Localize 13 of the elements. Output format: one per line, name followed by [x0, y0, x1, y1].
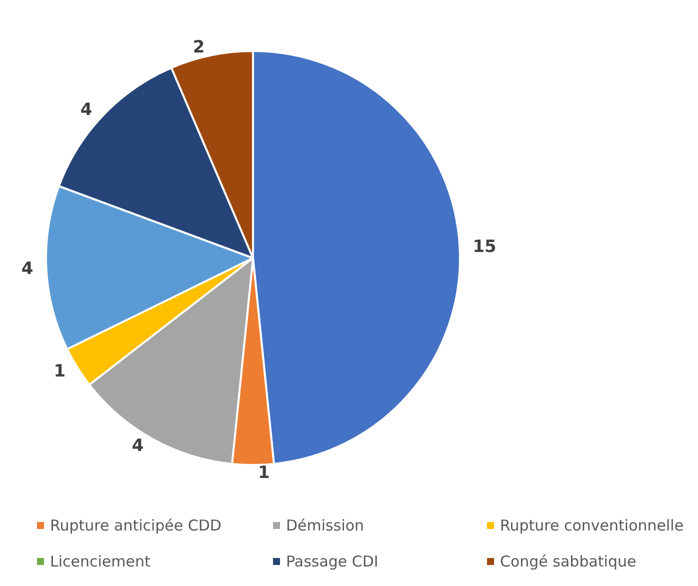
- data-label: 1: [258, 463, 270, 483]
- data-label: 1: [54, 362, 66, 382]
- legend-label: Licenciement: [50, 552, 150, 570]
- legend-label: Congé sabbatique: [500, 552, 636, 570]
- data-label: 4: [21, 258, 34, 279]
- legend-label: Rupture anticipée CDD: [50, 516, 222, 534]
- data-label: 15: [472, 237, 496, 258]
- data-label: 4: [132, 436, 144, 456]
- legend-label: Démission: [286, 516, 364, 534]
- data-label: 4: [80, 100, 92, 120]
- legend-label: Rupture conventionnelle: [500, 516, 684, 534]
- data-label: 2: [192, 37, 205, 58]
- legend-label: Passage CDI: [286, 552, 378, 570]
